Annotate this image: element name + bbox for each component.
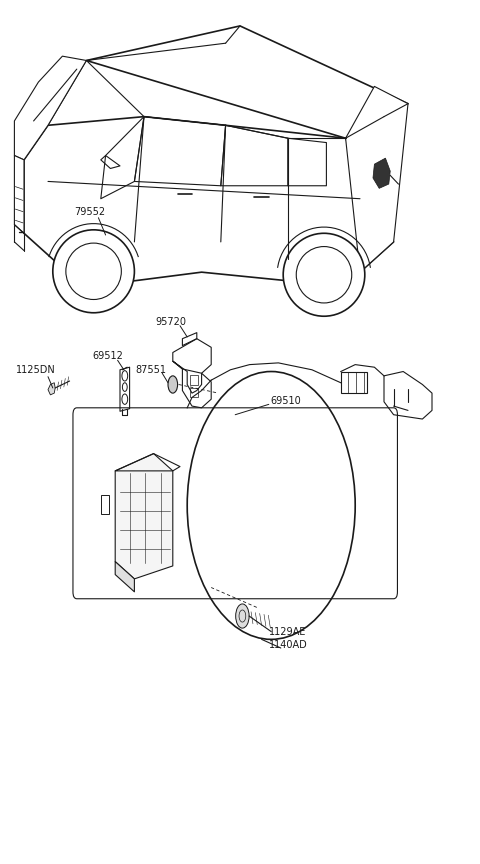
Polygon shape [373, 158, 390, 188]
Bar [101, 495, 109, 514]
Text: 69512: 69512 [93, 351, 123, 361]
Circle shape [168, 376, 178, 393]
Text: 1129AE: 1129AE [269, 627, 307, 638]
Text: 69510: 69510 [270, 396, 301, 406]
Text: 79552: 79552 [75, 206, 106, 217]
Ellipse shape [283, 233, 365, 316]
Bar [190, 388, 198, 397]
Polygon shape [346, 86, 408, 272]
Polygon shape [48, 383, 55, 395]
Ellipse shape [53, 230, 134, 313]
Polygon shape [86, 26, 408, 138]
Text: 95720: 95720 [155, 317, 186, 327]
Polygon shape [48, 60, 144, 156]
Text: 1125DN: 1125DN [16, 365, 56, 375]
Text: 1140AD: 1140AD [269, 639, 307, 650]
Bar [190, 375, 198, 385]
Polygon shape [14, 156, 24, 233]
Polygon shape [115, 454, 173, 579]
Polygon shape [24, 117, 394, 281]
Polygon shape [115, 562, 134, 592]
Circle shape [236, 604, 249, 628]
Text: 87551: 87551 [136, 365, 167, 375]
Polygon shape [14, 56, 86, 160]
